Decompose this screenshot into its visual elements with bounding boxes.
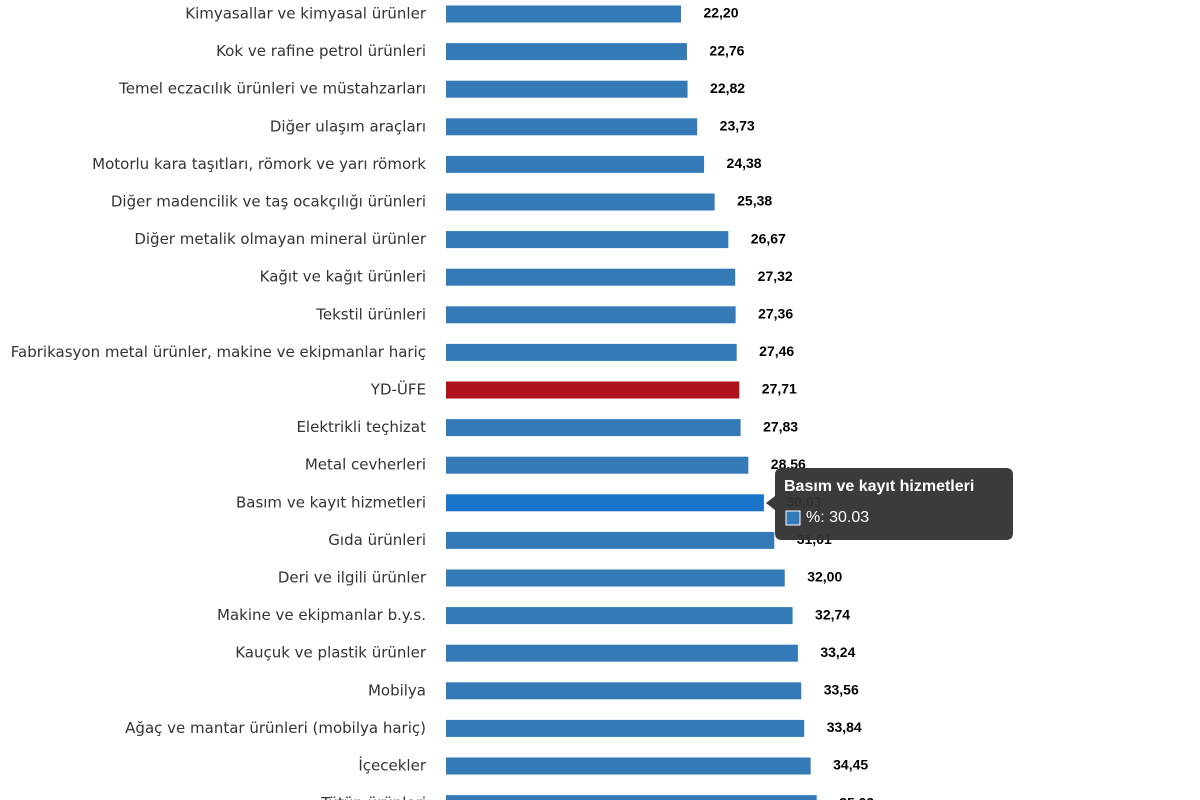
value-label: 22,76 — [709, 42, 744, 58]
value-label: 24,38 — [727, 155, 762, 171]
category-label: Motorlu kara taşıtları, römork ve yarı r… — [92, 155, 426, 173]
bar — [446, 531, 775, 549]
bar — [446, 343, 737, 361]
bar — [446, 381, 740, 399]
category-label: Gıda ürünleri — [328, 531, 426, 549]
tooltip-title: Basım ve kayıt hizmetleri — [784, 478, 974, 495]
category-label: Elektrikli teçhizat — [296, 418, 426, 436]
value-label: 25,38 — [737, 193, 772, 209]
category-label: Kağıt ve kağıt ürünleri — [260, 268, 426, 286]
value-label: 27,36 — [758, 306, 793, 322]
category-label: Kauçuk ve plastik ürünler — [235, 644, 427, 662]
value-label: 27,32 — [758, 268, 793, 284]
bar — [446, 682, 802, 700]
bar — [446, 419, 741, 437]
value-label: 33,84 — [827, 719, 862, 735]
value-label: 27,71 — [762, 381, 797, 397]
tooltip-text: %: 30.03 — [806, 509, 869, 526]
category-label: Ağaç ve mantar ürünleri (mobilya hariç) — [125, 719, 426, 737]
value-label: 22,82 — [710, 80, 745, 96]
tooltip: Basım ve kayıt hizmetleri %: 30.03 — [766, 468, 1013, 540]
bar — [446, 569, 785, 587]
tooltip-swatch — [785, 510, 801, 526]
bar — [446, 80, 688, 98]
value-label: 28,56 — [771, 456, 806, 472]
category-label: Tütün ürünleri — [320, 794, 426, 800]
bar — [446, 456, 749, 474]
bar — [446, 795, 817, 800]
category-label: Deri ve ilgili ürünler — [278, 569, 427, 587]
bar — [446, 118, 698, 136]
category-label: Fabrikasyon metal ürünler, makine ve eki… — [11, 343, 426, 361]
bar — [446, 268, 736, 286]
value-label: 33,56 — [824, 682, 859, 698]
category-label: Kimyasallar ve kimyasal ürünler — [185, 5, 427, 23]
bar — [446, 306, 736, 324]
tooltip-box — [766, 468, 1013, 540]
bar — [446, 43, 687, 61]
bar — [446, 155, 705, 173]
value-label: 32,74 — [815, 606, 850, 622]
bar — [446, 193, 715, 211]
category-label: YD-ÜFE — [370, 380, 426, 399]
category-label: Diğer metalik olmayan mineral ürünler — [134, 230, 426, 248]
category-label: Kok ve rafine petrol ürünleri — [216, 42, 426, 60]
category-label: Mobilya — [368, 681, 426, 699]
category-label: Tekstil ürünleri — [315, 305, 426, 323]
bar — [446, 719, 805, 737]
category-label: Temel eczacılık ürünleri ve müstahzarlar… — [118, 80, 426, 98]
bar — [446, 644, 798, 662]
value-label: 27,46 — [759, 343, 794, 359]
value-label: 26,67 — [751, 230, 786, 246]
bar — [446, 231, 729, 249]
value-label: 32,00 — [807, 569, 842, 585]
bar — [446, 494, 764, 512]
category-label: İçecekler — [358, 756, 426, 775]
value-label: 35,02 — [839, 794, 874, 800]
value-label: 33,24 — [820, 644, 855, 660]
bar — [446, 607, 793, 625]
category-label: Makine ve ekipmanlar b.y.s. — [217, 606, 426, 624]
category-label: Diğer ulaşım araçları — [270, 117, 426, 135]
bar — [446, 5, 682, 23]
bar — [446, 757, 811, 775]
value-label: 27,83 — [763, 418, 798, 434]
category-label: Diğer madencilik ve taş ocakçılığı ürünl… — [111, 193, 426, 211]
category-label: Basım ve kayıt hizmetleri — [236, 493, 426, 511]
category-label: Metal cevherleri — [305, 456, 426, 474]
value-label: 22,20 — [703, 5, 738, 21]
value-label: 34,45 — [833, 757, 868, 773]
value-label: 23,73 — [720, 118, 755, 134]
